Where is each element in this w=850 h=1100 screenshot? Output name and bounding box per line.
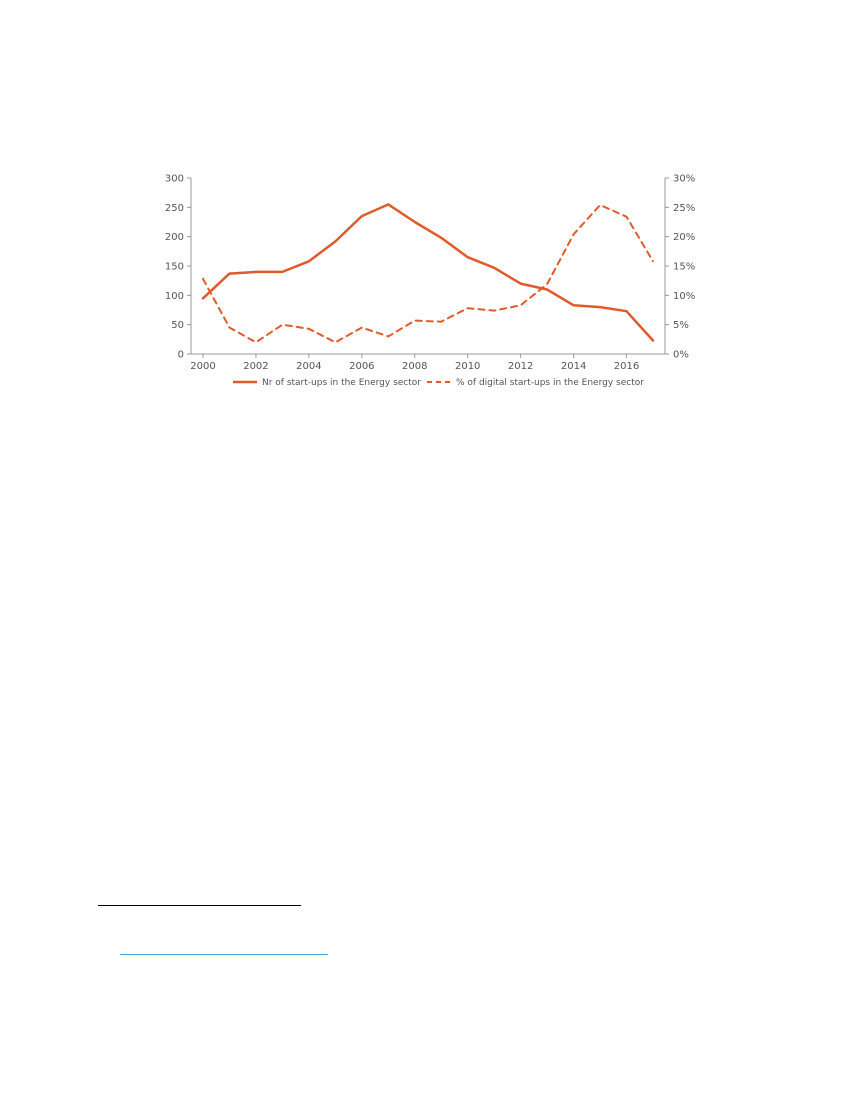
x-tick-label: 2010 bbox=[455, 361, 480, 372]
legend-label-startups: Nr of start-ups in the Energy sector bbox=[262, 378, 421, 388]
y-right-tick-label: 30% bbox=[673, 174, 695, 185]
x-tick-label: 2000 bbox=[190, 361, 215, 372]
series-startups-line bbox=[201, 203, 655, 342]
chart-axes bbox=[190, 178, 666, 355]
x-tick-label: 2012 bbox=[508, 361, 533, 372]
y-left-tick-label: 100 bbox=[165, 291, 184, 302]
x-tick-label: 2016 bbox=[614, 361, 639, 372]
y-right-tick-label: 20% bbox=[673, 232, 695, 243]
y-left-tick-label: 50 bbox=[171, 320, 184, 331]
y-right-tick-label: 10% bbox=[673, 291, 695, 302]
x-tick-label: 2008 bbox=[402, 361, 427, 372]
x-tick-label: 2002 bbox=[243, 361, 268, 372]
line-chart: 0 50 100 150 200 250 300 0% 5% 10% 15% 20% 25% 30% 200… bbox=[165, 174, 695, 389]
footnote-link-underline[interactable] bbox=[120, 954, 328, 955]
chart-legend: Nr of start-ups in the Energy sector % o… bbox=[233, 378, 644, 388]
y-left-tick-label: 150 bbox=[165, 262, 184, 273]
series-digital-share-line bbox=[202, 204, 654, 344]
y-right-tick-label: 5% bbox=[673, 320, 689, 331]
footnote-separator bbox=[98, 905, 301, 906]
y-right-tick-label: 0% bbox=[673, 350, 689, 361]
y-right-tick-label: 15% bbox=[673, 262, 695, 273]
y-left-tick-label: 250 bbox=[165, 203, 184, 214]
x-tick-label: 2006 bbox=[349, 361, 374, 372]
y-left-tick-label: 300 bbox=[165, 174, 184, 185]
y-left-tick-label: 0 bbox=[178, 350, 184, 361]
legend-label-digital-share: % of digital start-ups in the Energy sec… bbox=[456, 378, 644, 388]
y-right-tick-label: 25% bbox=[673, 203, 695, 214]
y-left-tick-label: 200 bbox=[165, 232, 184, 243]
x-tick-label: 2014 bbox=[561, 361, 586, 372]
x-tick-label: 2004 bbox=[296, 361, 321, 372]
chart-series bbox=[201, 203, 655, 344]
chart-ticks: 0 50 100 150 200 250 300 0% 5% 10% 15% 20% 25% 30% 200… bbox=[165, 174, 695, 373]
